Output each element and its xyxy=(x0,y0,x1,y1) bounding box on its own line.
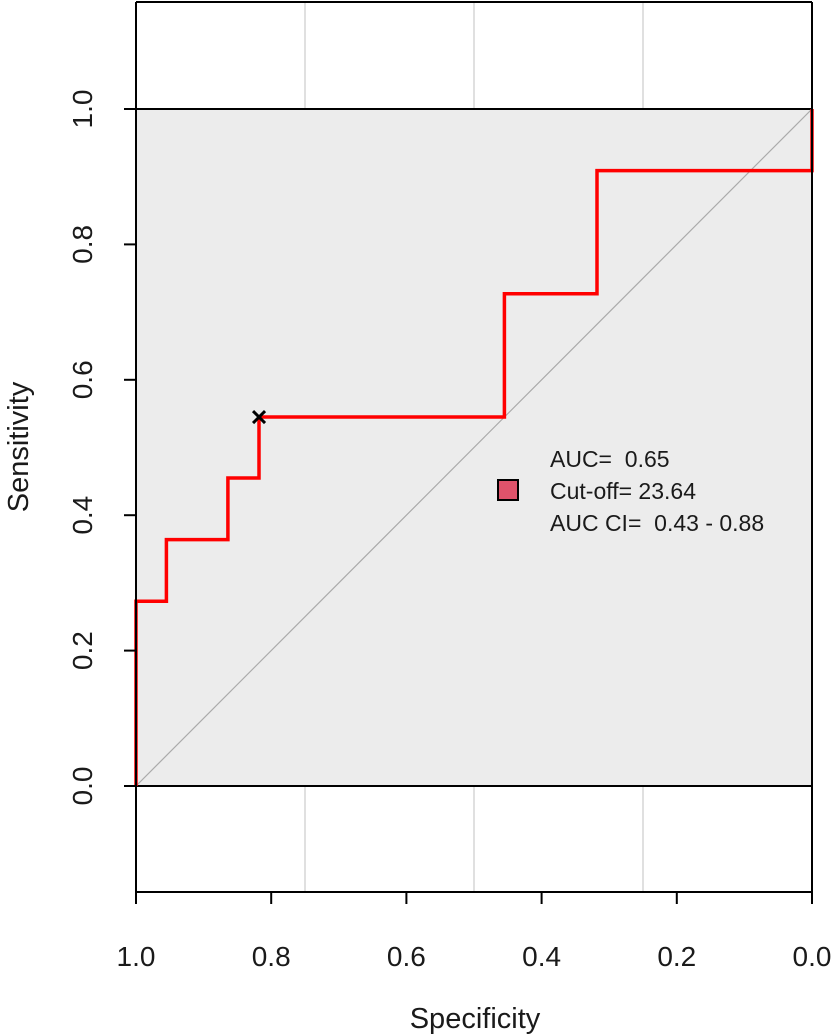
roc-series xyxy=(134,109,814,786)
legend-text-line: AUC= 0.65 xyxy=(550,446,670,472)
reference-diagonal xyxy=(135,108,813,787)
y-tick-label: 0.0 xyxy=(67,767,98,806)
y-tick-label: 0.2 xyxy=(67,631,98,670)
y-axis-title: Sensitivity xyxy=(3,381,35,512)
y-tick-label: 0.8 xyxy=(67,225,98,264)
y-tick-label: 0.4 xyxy=(67,496,98,535)
x-tick-label: 1.0 xyxy=(117,941,156,972)
cutoff-point-marker xyxy=(251,409,267,425)
axes: 1.0 0.8 0.6 0.4 0.2 0.0 0.0 0.2 0.4 0.6 0.8 1.0 xyxy=(67,1,832,972)
y-tick-label: 1.0 xyxy=(67,90,98,129)
x-axis-title: Specificity xyxy=(410,1003,541,1034)
legend: AUC= 0.65 Cut-off= 23.64 AUC CI= 0.43 - 0.… xyxy=(497,446,764,536)
cutoff-marker-stroke xyxy=(251,409,267,425)
x-tick-label: 0.2 xyxy=(657,941,696,972)
chance-line xyxy=(135,108,813,787)
x-tick-label: 0.8 xyxy=(252,941,291,972)
x-tick-label: 0.6 xyxy=(387,941,426,972)
x-tick-label: 0.0 xyxy=(793,941,832,972)
roc-curve-line xyxy=(134,109,814,786)
legend-marker xyxy=(497,479,519,501)
y-tick-label: 0.6 xyxy=(67,360,98,399)
legend-text-line: AUC CI= 0.43 - 0.88 xyxy=(550,510,764,536)
legend-text-line: Cut-off= 23.64 xyxy=(550,478,696,504)
x-tick-label: 0.4 xyxy=(522,941,561,972)
